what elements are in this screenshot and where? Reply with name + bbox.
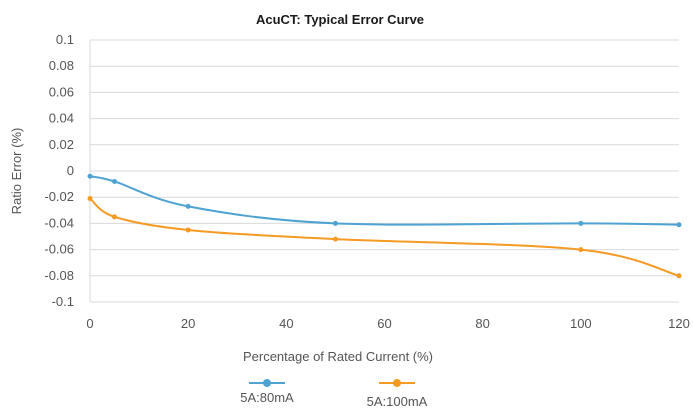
x-tick-label: 100 [570, 316, 592, 331]
data-point [112, 214, 118, 220]
y-tick-label: -0.02 [44, 189, 74, 204]
data-point [332, 236, 338, 242]
legend-label: 5A:100mA [367, 394, 428, 409]
y-tick-label: 0.1 [56, 32, 74, 47]
x-tick-label: 120 [668, 316, 690, 331]
y-tick-label: -0.06 [44, 242, 74, 257]
y-tick-label: -0.04 [44, 215, 74, 230]
data-point [112, 178, 118, 184]
legend: 5A:80mA 5A:100mA [240, 379, 428, 409]
y-tick-labels: 0.1 0.08 0.06 0.04 0.02 0 -0.02 -0.04 -0.06 -0.08… [44, 32, 74, 309]
x-tick-label: 40 [279, 316, 293, 331]
data-point [185, 203, 191, 209]
x-axis-label: Percentage of Rated Current (%) [243, 349, 433, 364]
y-tick-label: 0.08 [49, 58, 74, 73]
x-tick-labels: 0 20 40 60 80 100 120 [86, 316, 689, 331]
data-point [185, 227, 191, 233]
data-point [578, 220, 584, 226]
legend-label: 5A:80mA [240, 390, 294, 405]
y-tick-label: 0.04 [49, 111, 74, 126]
x-tick-label: 0 [86, 316, 93, 331]
data-point [578, 247, 584, 253]
data-point [332, 220, 338, 226]
legend-swatch-marker [263, 379, 271, 387]
y-tick-label: -0.1 [52, 294, 74, 309]
x-tick-label: 60 [377, 316, 391, 331]
x-tick-label: 20 [181, 316, 195, 331]
y-tick-label: 0 [67, 163, 74, 178]
data-point [676, 273, 682, 279]
data-point [87, 173, 93, 179]
x-tick-label: 80 [475, 316, 489, 331]
y-tick-label: 0.02 [49, 137, 74, 152]
chart-title: AcuCT: Typical Error Curve [256, 12, 424, 27]
series-line-2 [89, 197, 680, 277]
series-line-1 [89, 175, 680, 226]
y-tick-label: -0.08 [44, 268, 74, 283]
y-axis-label: Ratio Error (%) [9, 128, 24, 215]
y-tick-label: 0.06 [49, 84, 74, 99]
data-point [676, 222, 682, 228]
data-point [87, 196, 93, 202]
legend-swatch-marker [393, 379, 401, 387]
gridlines [90, 39, 679, 303]
series-lines [87, 173, 682, 279]
